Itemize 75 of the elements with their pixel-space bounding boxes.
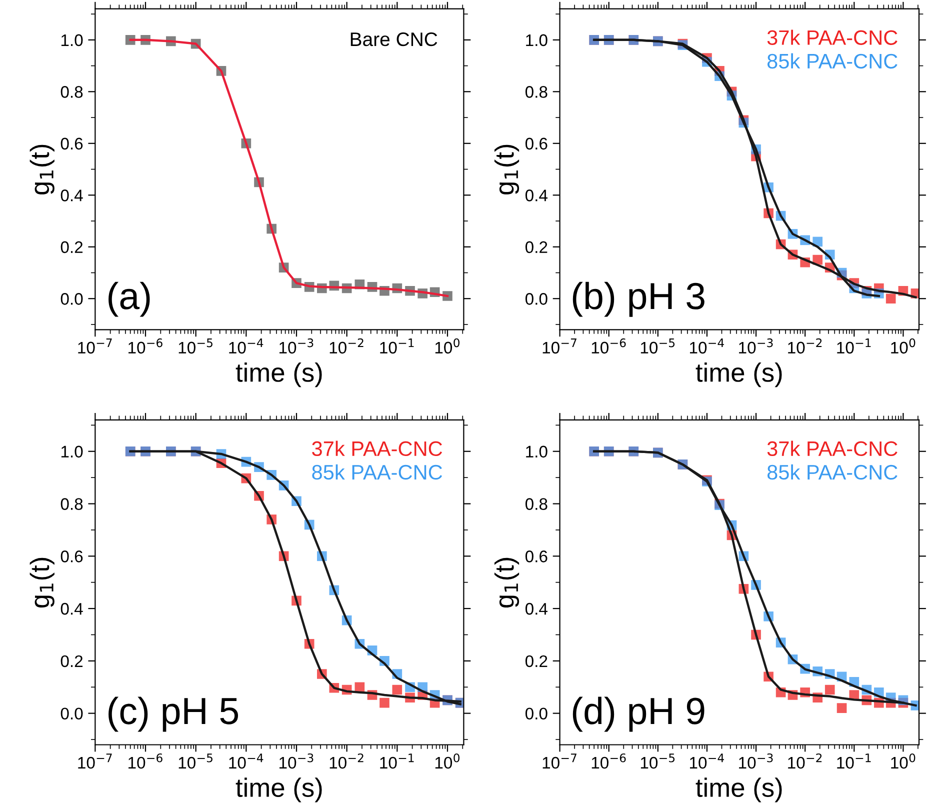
y-tick-label: 0.6 (525, 138, 548, 150)
x-tick-label: 10$^{−7}$ (78, 754, 112, 769)
x-tick-label: 10$^{−2}$ (788, 753, 822, 769)
y-tick-label: 0.0 (60, 708, 83, 720)
y-axis-title: g$_{1}$(t) (30, 144, 54, 194)
x-tick-label: 10$^{−6}$ (128, 753, 162, 769)
series-label: 85k PAA-CNC (312, 464, 442, 480)
x-tick-label: 10$^{−3}$ (739, 753, 773, 769)
annotation: (c) pH 5 (108, 696, 238, 732)
y-tick-label: 1.0 (61, 34, 83, 46)
x-tick-label: 10$^{−1}$ (380, 754, 414, 769)
y-axis-title: g$_{1}$(t) (494, 144, 520, 194)
x-tick-label: 10$^{0}$ (435, 753, 460, 769)
x-tick-label: 10$^{−4}$ (690, 754, 724, 769)
x-tick-label: 10$^{−7}$ (542, 338, 576, 354)
y-axis-title: g$_{1}$(t) (494, 558, 520, 608)
x-tick-label: 10$^{−1}$ (837, 754, 871, 769)
y-tick-label: 0.4 (525, 190, 548, 202)
y-tick-label: 0.8 (525, 498, 548, 510)
x-tick-label: 10$^{−1}$ (837, 338, 871, 354)
x-tick-label: 10$^{−4}$ (229, 338, 264, 354)
x-axis-title: time (s) (236, 778, 322, 802)
x-tick-label: 10$^{−2}$ (330, 753, 364, 769)
y-tick-label: 0.0 (60, 293, 83, 305)
y-tick-label: 0.8 (60, 86, 83, 98)
annotation: (d) pH 9 (572, 696, 704, 732)
y-tick-label: 0.2 (60, 655, 83, 668)
x-tick-label: 10$^{−3}$ (280, 338, 314, 354)
y-tick-label: 0.4 (60, 190, 83, 202)
text: 37k PAA-CNC (767, 440, 898, 456)
text: 37k PAA-CNC (767, 30, 898, 45)
x-tick-label: 10$^{−4}$ (229, 754, 264, 769)
y-tick-label: 0.6 (60, 138, 83, 150)
text: 37k PAA-CNC (312, 440, 442, 456)
x-tick-label: 10$^{−3}$ (739, 338, 773, 354)
x-tick-label: 10$^{−3}$ (280, 753, 314, 769)
x-tick-label: 10$^{−7}$ (78, 338, 112, 354)
x-tick-label: 10$^{−4}$ (690, 338, 724, 354)
x-tick-label: 10$^{−5}$ (178, 338, 212, 354)
x-tick-label: 10$^{−7}$ (542, 754, 576, 769)
x-tick-label: 10$^{−5}$ (640, 754, 675, 769)
y-tick-label: 0.6 (525, 550, 548, 562)
text: 85k PAA-CNC (767, 464, 898, 480)
x-tick-label: 10$^{0}$ (891, 338, 916, 354)
x-axis-title: time (s) (696, 362, 782, 388)
y-tick-label: 0.8 (525, 86, 548, 98)
x-tick-label: 10$^{−1}$ (380, 338, 414, 354)
y-tick-label: 0.2 (525, 655, 548, 668)
x-tick-label: 10$^{−2}$ (788, 338, 822, 354)
y-tick-label: 0.6 (60, 550, 83, 562)
x-tick-label: 10$^{−5}$ (178, 754, 212, 769)
y-tick-label: 0.8 (60, 498, 83, 510)
x-tick-label: 10$^{−5}$ (640, 338, 675, 354)
x-tick-label: 10$^{−2}$ (330, 338, 364, 354)
y-tick-label: 0.4 (525, 602, 548, 615)
y-tick-label: 0.4 (60, 602, 83, 615)
x-tick-label: 10$^{−6}$ (592, 338, 626, 354)
series-label: 85k PAA-CNC (767, 53, 898, 69)
x-tick-label: 10$^{−6}$ (128, 338, 162, 354)
x-axis-title: time (s) (236, 362, 322, 388)
x-tick-label: 10$^{0}$ (435, 338, 460, 354)
y-tick-label: 1.0 (526, 446, 548, 458)
annotation: (b) pH 3 (572, 282, 704, 317)
annotation: (a) (108, 282, 150, 317)
x-tick-label: 10$^{−6}$ (592, 753, 626, 769)
y-axis-title: g$_{1}$(t) (30, 558, 54, 608)
y-tick-label: 0.2 (525, 241, 548, 254)
annotation: Bare CNC (350, 32, 438, 46)
y-tick-label: 1.0 (526, 34, 548, 46)
y-tick-label: 1.0 (61, 446, 83, 458)
x-tick-label: 10$^{0}$ (891, 753, 916, 769)
x-axis-title: time (s) (696, 778, 782, 802)
y-tick-label: 0.0 (525, 708, 548, 720)
y-tick-label: 0.2 (60, 241, 83, 254)
y-tick-label: 0.0 (525, 293, 548, 305)
